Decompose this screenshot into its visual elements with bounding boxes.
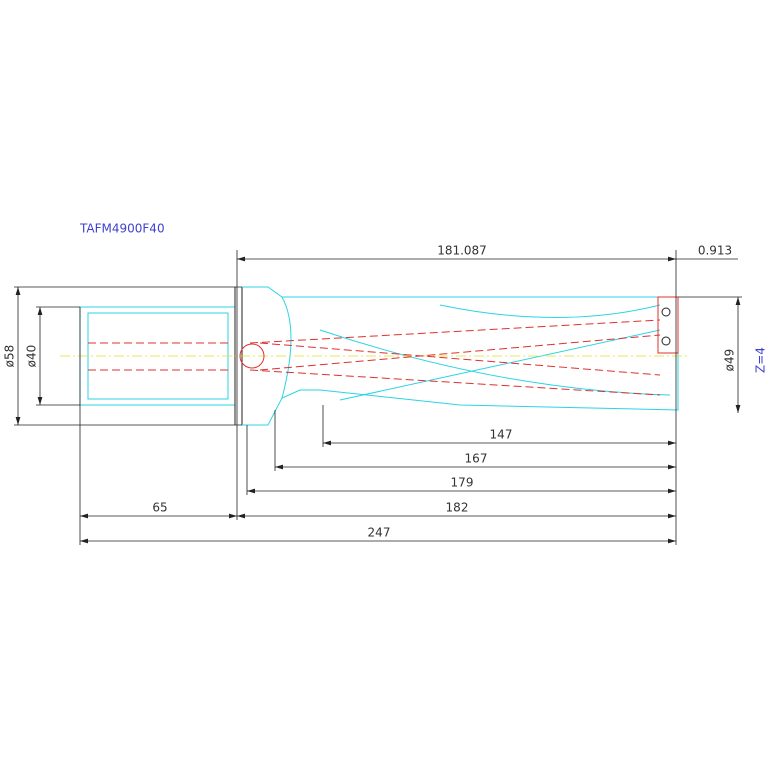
dimension-label: 0.913 <box>698 244 732 258</box>
title: TAFM4900F40 <box>79 222 165 236</box>
dimension-label: 147 <box>490 428 513 442</box>
dimension-label: 167 <box>465 452 488 466</box>
dimension-label: 247 <box>368 526 391 540</box>
dimension-label: 179 <box>451 476 474 490</box>
dimension-label: 65 <box>152 501 167 515</box>
dimension-lines <box>14 250 742 545</box>
dimension-label: ø58 <box>3 345 17 368</box>
dimension-label: ø40 <box>25 345 39 368</box>
tool-outline <box>60 286 690 426</box>
dimension-label: 181.087 <box>437 244 487 258</box>
dimension-label: ø49 <box>723 349 737 372</box>
flute-count: Z=4 <box>754 347 767 373</box>
dimension-label: 182 <box>446 501 469 515</box>
